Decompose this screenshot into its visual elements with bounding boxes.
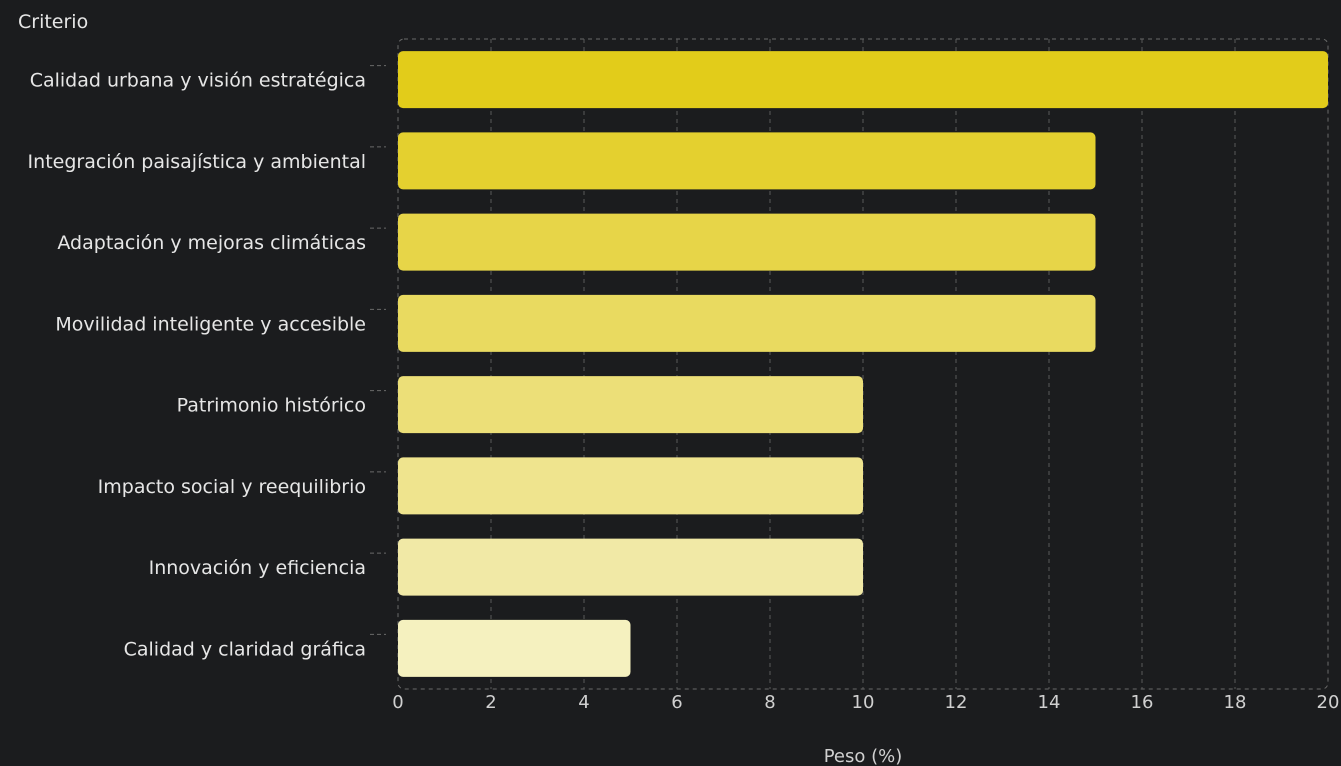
bar	[398, 538, 863, 596]
category-label: Calidad urbana y visión estratégica	[30, 70, 366, 92]
x-tick-label: 0	[392, 692, 403, 713]
bar	[398, 132, 1096, 190]
bar	[398, 376, 863, 434]
x-tick-label: 12	[945, 692, 968, 713]
category-label: Calidad y claridad gráfica	[124, 638, 366, 660]
x-tick-label: 14	[1038, 692, 1061, 713]
category-label: Impacto social y reequilibrio	[98, 476, 366, 498]
x-tick-label: 6	[671, 692, 682, 713]
bar	[398, 619, 631, 677]
category-label: Movilidad inteligente y accesible	[55, 313, 366, 335]
bars-group	[398, 51, 1328, 677]
category-label: Patrimonio histórico	[177, 395, 366, 417]
bar	[398, 213, 1096, 271]
x-tick-label: 2	[485, 692, 496, 713]
x-tick-labels: 0 2 4 6 8 10 12 14 16 18 20	[392, 692, 1339, 713]
y-axis-title: Criterio	[18, 11, 88, 33]
category-label: Integración paisajística y ambiental	[28, 151, 366, 173]
x-tick-label: 8	[764, 692, 775, 713]
category-label: Innovación y eficiencia	[149, 557, 366, 579]
category-label: Adaptación y mejoras climáticas	[57, 232, 366, 254]
bar	[398, 51, 1328, 109]
category-labels: Calidad urbana y visión estratégica Integ…	[28, 65, 386, 660]
x-tick-label: 20	[1317, 692, 1340, 713]
x-tick-label: 16	[1131, 692, 1154, 713]
x-tick-label: 4	[578, 692, 589, 713]
bar	[398, 457, 863, 515]
bar	[398, 294, 1096, 352]
x-tick-label: 18	[1224, 692, 1247, 713]
x-tick-label: 10	[852, 692, 875, 713]
x-axis-title: Peso (%)	[824, 746, 903, 766]
